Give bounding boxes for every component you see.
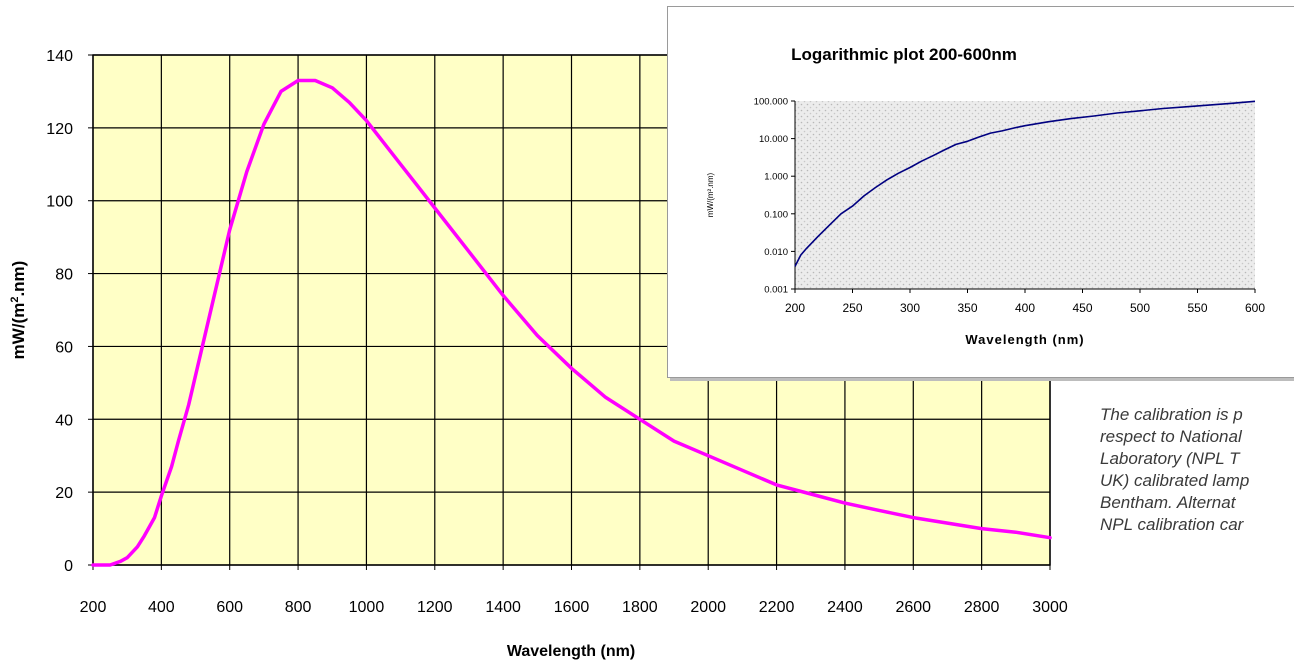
x-axis-title: Wavelength (nm) [507, 643, 635, 660]
inset-x-tick-label: 500 [1130, 301, 1150, 315]
calibration-note: The calibration is p respect to National… [1100, 404, 1294, 536]
inset-panel: Logarithmic plot 200-600nm 200 250 300 350 4… [667, 6, 1294, 378]
inset-x-tick-label: 200 [785, 301, 805, 315]
inset-y-tick-label: 0.010 [764, 247, 788, 258]
inset-title: Logarithmic plot 200-600nm [791, 45, 1017, 64]
y-tick-label: 40 [55, 412, 73, 429]
note-line: Laboratory (NPL T [1100, 449, 1240, 468]
inset-x-tick-label: 600 [1245, 301, 1265, 315]
y-tick-label: 60 [55, 339, 73, 356]
y-tick-label: 80 [55, 267, 73, 284]
inset-y-tick-label: 0.100 [764, 209, 788, 220]
x-tick-label: 2800 [964, 599, 1000, 616]
inset-y-tick-label: 10.000 [759, 134, 788, 145]
inset-x-tick-label: 350 [957, 301, 977, 315]
inset-series-line [794, 100, 1256, 267]
x-tick-label: 1600 [554, 599, 590, 616]
x-tick-label: 2000 [690, 599, 726, 616]
y-axis-title-tail: .nm) [9, 261, 28, 297]
inset-y-tick-label: 1.000 [764, 172, 788, 183]
y-tick-label: 20 [55, 485, 73, 502]
inset-y-tick-labels: 0.001 0.010 0.100 1.000 10.000 100.000 [754, 97, 788, 296]
note-line: Bentham. Alternat [1100, 493, 1236, 512]
y-tick-label: 100 [46, 194, 73, 211]
y-tick-label: 0 [64, 558, 73, 575]
inset-x-tick-label: 450 [1072, 301, 1092, 315]
x-tick-label: 400 [148, 599, 175, 616]
note-line: UK) calibrated lamp [1100, 471, 1250, 490]
inset-y-axis-title: mW/(m².nm) [706, 172, 715, 217]
series-line [91, 78, 1052, 567]
inset-x-tick-label: 400 [1015, 301, 1035, 315]
x-tick-label: 2400 [827, 599, 863, 616]
inset-y-tick-label: 0.001 [764, 285, 788, 296]
x-tick-label: 600 [216, 599, 243, 616]
inset-x-tick-label: 550 [1187, 301, 1207, 315]
y-tick-label: 140 [46, 48, 73, 65]
inset-x-tick-label: 300 [900, 301, 920, 315]
y-axis-title: mW/(m2.nm) [9, 261, 28, 360]
x-tick-label: 1200 [417, 599, 453, 616]
inset-x-axis-title: Wavelength (nm) [965, 332, 1084, 347]
inset-y-tick-label: 100.000 [754, 97, 788, 108]
x-tick-label: 200 [80, 599, 107, 616]
x-tick-label: 3000 [1032, 599, 1068, 616]
note-line: The calibration is p [1100, 405, 1243, 424]
x-tick-label: 2600 [895, 599, 931, 616]
x-tick-label: 1800 [622, 599, 658, 616]
x-tick-labels: 200 400 600 800 1000 1200 1400 1600 1800 2000 2200… [80, 599, 1068, 616]
inset-chart: Logarithmic plot 200-600nm 200 250 300 350 4… [706, 45, 1265, 347]
inset-x-tick-label: 250 [842, 301, 862, 315]
inset-plot-area [795, 101, 1255, 289]
y-tick-labels: 0 20 40 60 80 100 120 140 [46, 48, 73, 575]
note-line: NPL calibration car [1100, 515, 1244, 534]
y-axis-title-main: mW/(m [9, 303, 28, 360]
x-tick-label: 1000 [349, 599, 385, 616]
x-tick-label: 800 [285, 599, 312, 616]
y-tick-label: 120 [46, 121, 73, 138]
note-line: respect to National [1100, 427, 1242, 446]
inset-axes [791, 100, 1256, 293]
x-tick-label: 1400 [485, 599, 521, 616]
y-axis-title-sup: 2 [9, 297, 21, 303]
x-tick-label: 2200 [759, 599, 795, 616]
inset-x-tick-labels: 200 250 300 350 400 450 500 550 600 [785, 301, 1265, 315]
